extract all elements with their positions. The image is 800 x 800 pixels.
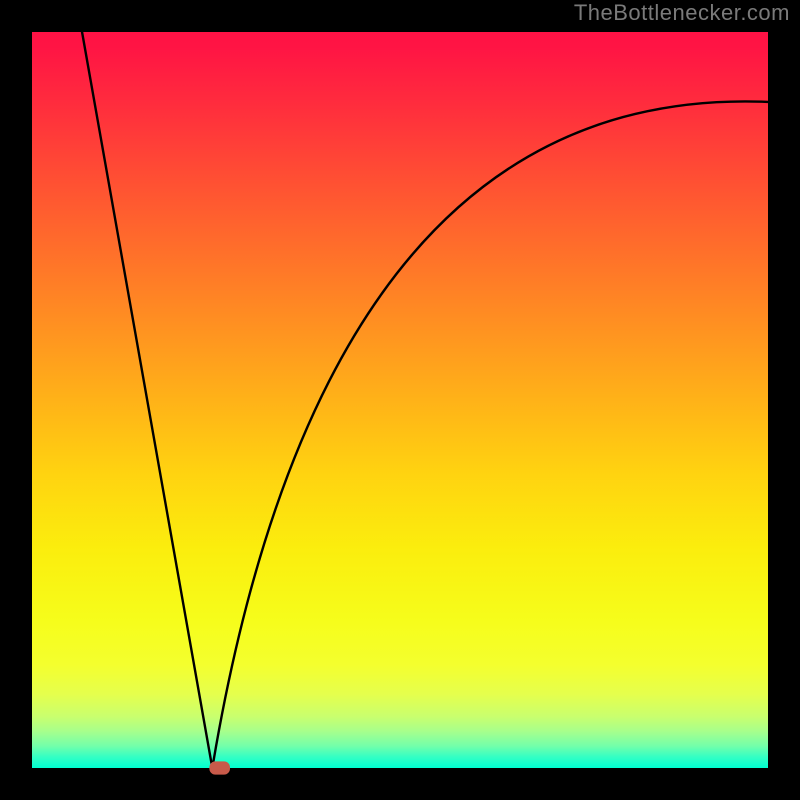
bottleneck-curve xyxy=(82,32,768,768)
dip-marker xyxy=(209,761,230,774)
curve-layer xyxy=(0,0,800,800)
watermark-text: TheBottlenecker.com xyxy=(574,0,790,26)
chart-container: TheBottlenecker.com xyxy=(0,0,800,800)
